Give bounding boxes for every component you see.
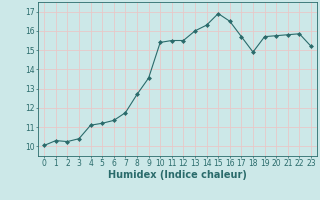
X-axis label: Humidex (Indice chaleur): Humidex (Indice chaleur) <box>108 170 247 180</box>
